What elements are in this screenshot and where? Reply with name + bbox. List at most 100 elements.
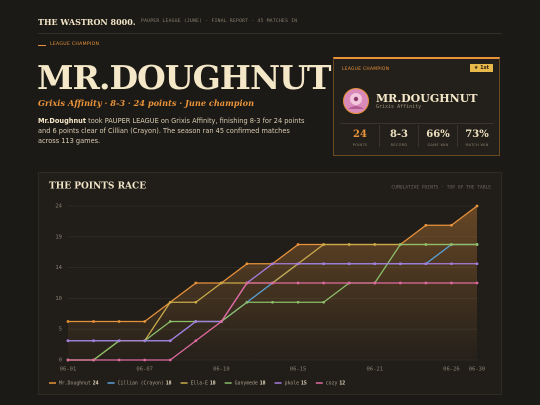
point <box>245 262 249 266</box>
chart-title: THE POINTS RACE <box>49 182 146 192</box>
point <box>92 358 95 362</box>
point <box>296 300 300 304</box>
card-tag: LEAGUE CHAMPION <box>342 67 390 72</box>
point <box>475 243 479 246</box>
point <box>194 281 198 285</box>
point <box>194 300 198 304</box>
x-tick-label: 06-10 <box>213 367 230 373</box>
x-tick-label: 06-30 <box>469 367 486 373</box>
divider <box>457 125 458 147</box>
stat-label: POINTS <box>352 143 368 147</box>
point <box>92 320 95 323</box>
legend-label: Ganymede <box>235 381 258 387</box>
champion-name: MR.DOUGHNUT <box>37 58 331 97</box>
stat-label: RECORD <box>390 143 408 147</box>
avatar <box>343 88 369 114</box>
point <box>143 320 147 323</box>
brand: THE WASTRON 8000. <box>38 17 136 27</box>
point <box>168 339 172 343</box>
x-tick-label: 06-07 <box>136 367 153 373</box>
legend-value: 18 <box>166 381 172 387</box>
eyebrow: LEAGUE CHAMPION <box>50 42 100 47</box>
header-meta: PAUPER LEAGUE (JUNE) · FINAL REPORT · 45… <box>141 19 298 24</box>
stat: 8-3 RECORD <box>381 129 417 147</box>
point <box>271 300 274 304</box>
legend-value: 15 <box>301 381 307 387</box>
point <box>475 262 479 266</box>
champion-card: LEAGUE CHAMPION ★ 1st MR.DOUGHNUT Grixis… <box>333 57 500 156</box>
point <box>168 320 172 323</box>
point <box>373 243 377 246</box>
champion-subtitle: Grixis Affinity · 8-3 · 24 points · June… <box>38 98 255 108</box>
card-deck: Grixis Affinity <box>376 104 422 110</box>
legend-value: 18 <box>260 381 266 387</box>
y-tick-label: 10 <box>55 296 62 302</box>
point <box>296 262 300 266</box>
stat-label: GAME WIN <box>427 143 449 147</box>
legend-label: Cillian (Crayon) <box>118 381 164 387</box>
point <box>322 300 326 304</box>
point <box>475 281 479 285</box>
divider <box>418 125 419 147</box>
stat-label: MATCH WIN <box>465 143 489 147</box>
card-name: MR.DOUGHNUT <box>376 92 478 105</box>
point <box>143 339 147 343</box>
divider <box>38 33 502 34</box>
point <box>398 281 402 285</box>
legend-label: Mr.Doughnut <box>59 381 91 387</box>
stat-value: 66% <box>426 129 450 140</box>
point <box>66 320 70 323</box>
x-tick-label: 06-01 <box>60 367 77 373</box>
point <box>322 243 326 246</box>
point <box>271 281 274 285</box>
point <box>424 281 428 285</box>
point <box>194 339 198 343</box>
point <box>373 262 377 266</box>
legend-value: 24 <box>93 381 99 387</box>
point <box>219 281 223 285</box>
point <box>347 281 351 285</box>
point <box>450 262 453 266</box>
stat: 66% GAME WIN <box>420 129 456 147</box>
x-tick-label: 06-21 <box>366 367 383 373</box>
stat-value: 24 <box>353 129 367 140</box>
point <box>271 262 274 266</box>
legend-label: pkole <box>285 381 300 387</box>
legend-value: 18 <box>210 381 216 387</box>
point <box>92 339 95 343</box>
point <box>347 243 351 246</box>
point <box>66 358 70 362</box>
divider <box>340 123 494 124</box>
divider <box>379 125 380 147</box>
summary: Mr.Doughnut took PAUPER LEAGUE on Grixis… <box>38 116 306 146</box>
point <box>296 281 300 285</box>
stat: 73% MATCH WIN <box>459 129 495 147</box>
legend-label: cozy <box>326 382 338 387</box>
y-tick-label: 14 <box>55 265 62 271</box>
point <box>168 300 172 304</box>
point <box>143 358 147 362</box>
point <box>373 281 377 285</box>
stat-value: 8-3 <box>389 129 409 140</box>
point <box>117 339 121 343</box>
stat-value: 73% <box>465 129 489 140</box>
point <box>322 281 326 285</box>
legend-value: 12 <box>339 381 345 387</box>
point <box>245 300 249 304</box>
point <box>322 262 326 266</box>
chart-subtitle: CUMULATIVE POINTS · TOP OF THE TABLE <box>391 185 491 191</box>
chart: THE POINTS RACE CUMULATIVE POINTS · TOP … <box>49 182 491 387</box>
point <box>424 243 428 246</box>
point <box>194 320 198 323</box>
point <box>168 358 172 362</box>
point <box>66 339 70 343</box>
rank-badge: ★ 1st <box>469 64 493 72</box>
point <box>245 281 249 285</box>
point <box>450 281 453 285</box>
point <box>475 204 479 208</box>
point <box>296 243 300 246</box>
point <box>398 262 402 266</box>
x-tick-label: 06-15 <box>290 367 307 373</box>
eyebrow-rule <box>38 45 46 46</box>
